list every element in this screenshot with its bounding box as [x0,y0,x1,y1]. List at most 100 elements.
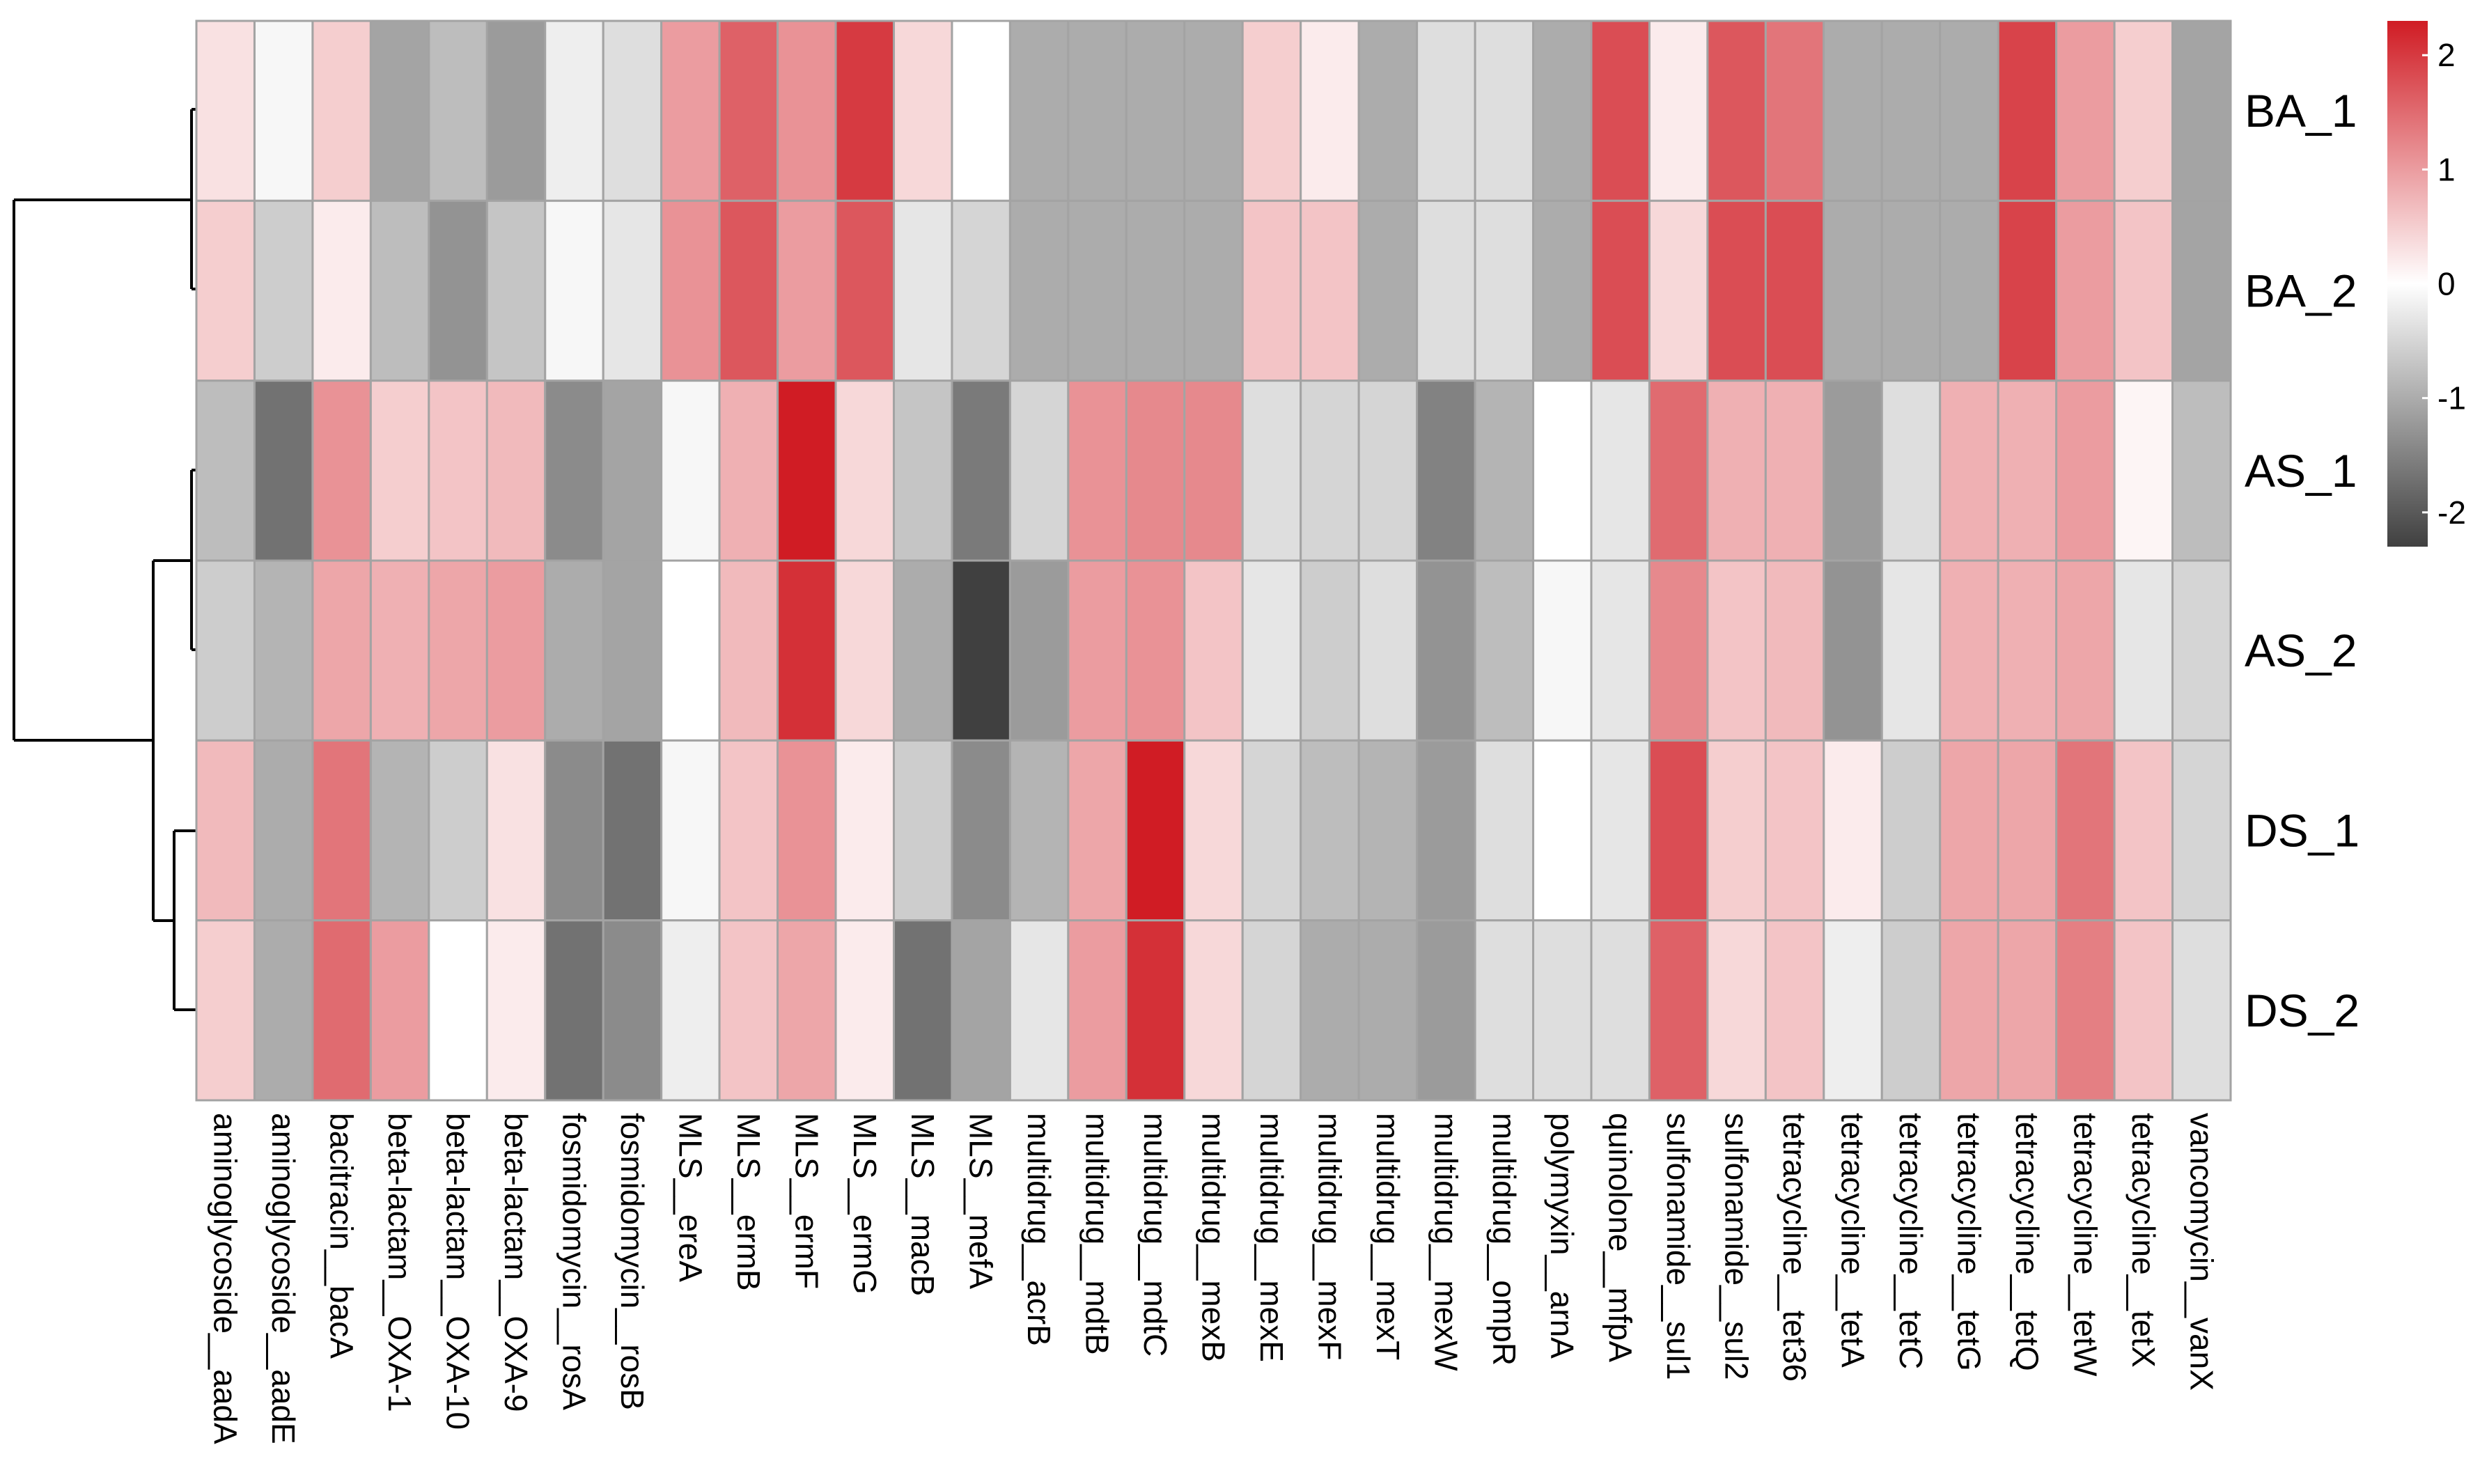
heatmap-cell [2055,739,2116,922]
heatmap-cell [1648,199,1709,382]
row-label: AS_1 [2245,445,2357,497]
heatmap-cell [1532,19,1593,202]
heatmap-cell [1357,380,1419,562]
heatmap-cell [2171,739,2232,922]
heatmap-cell [1416,919,1476,1102]
heatmap-cell [1706,919,1767,1102]
column-label: multidrug__ompR [1486,1113,1522,1366]
heatmap-cell [544,919,604,1102]
heatmap-cell [1474,199,1535,382]
heatmap-cell [428,739,488,922]
heatmap-cell [951,19,1011,202]
heatmap-cell [2171,919,2232,1102]
heatmap-cell [253,559,314,742]
heatmap-cell [1880,559,1942,742]
heatmap-cell [1067,19,1128,202]
row-label: DS_1 [2245,805,2359,857]
heatmap-cell [1706,19,1767,202]
heatmap-cell [1590,19,1651,202]
heatmap-cell [311,380,372,562]
heatmap-cell [1764,739,1825,922]
heatmap-cell [1939,380,1999,562]
heatmap-cell [544,380,604,562]
heatmap-cell [1241,380,1302,562]
heatmap-cell [777,199,837,382]
heatmap-cell [1823,919,1883,1102]
heatmap-cell [1300,380,1360,562]
heatmap-cell [1300,919,1360,1102]
heatmap-cell [1008,380,1070,562]
heatmap-cell [1823,199,1883,382]
heatmap-cell [718,559,779,742]
heatmap-cell [544,559,604,742]
heatmap-cell [1183,559,1244,742]
heatmap-cell [1067,559,1128,742]
heatmap-cell [1997,199,2058,382]
heatmap-cell [544,199,604,382]
heatmap-cell [1764,199,1825,382]
column-label: MLS__ermG [847,1113,883,1295]
heatmap-cell [2113,919,2174,1102]
heatmap-cell [2171,380,2232,562]
heatmap-cell [1008,739,1070,922]
heatmap-cell [1125,919,1186,1102]
heatmap-cell [485,199,547,382]
heatmap-cell [1474,919,1535,1102]
heatmap-cell [2113,199,2174,382]
row-dendrogram [13,108,196,1011]
heatmap-cell [834,559,895,742]
heatmap-cell [1183,199,1244,382]
column-label: bacitracin__bacA [324,1113,360,1359]
heatmap-cell [195,19,256,202]
heatmap-cell [1357,739,1419,922]
column-label: MLS__macB [905,1113,941,1296]
heatmap-cell [2055,559,2116,742]
heatmap-cell [1823,739,1883,922]
column-label: MLS__mefA [963,1113,999,1289]
heatmap-cell [1532,559,1593,742]
heatmap-cell [195,919,256,1102]
heatmap-cell [1997,739,2058,922]
heatmap-cell [1706,199,1767,382]
column-label: MLS__ermF [788,1113,825,1289]
heatmap-cell [1532,919,1593,1102]
legend-colorbar [2387,21,2428,547]
column-label: sulfonamide__sul1 [1660,1113,1696,1380]
heatmap-cell [1590,199,1651,382]
column-labels: aminoglycoside__aadA aminoglycoside__aadE… [208,1113,2220,1444]
heatmap-cell [777,19,837,202]
column-label: aminoglycoside__aadE [265,1113,302,1444]
column-label: beta-lactam__OXA-10 [440,1113,476,1430]
heatmap-cell [311,919,372,1102]
heatmap-cell [1357,19,1419,202]
heatmap-cell [428,380,488,562]
heatmap-cell [602,739,663,922]
heatmap-cell [892,199,953,382]
heatmap-cell [1648,739,1709,922]
column-label: tetracycline__tetG [1951,1113,1987,1371]
heatmap-cell [195,199,256,382]
heatmap-cell [834,739,895,922]
heatmap-cell [1648,19,1709,202]
heatmap-cell [1590,739,1651,922]
heatmap-cell [253,739,314,922]
heatmap-cell [892,919,953,1102]
heatmap-cell [369,559,430,742]
heatmap-cell [195,739,256,922]
heatmap-cell [1008,199,1070,382]
heatmap-cell [777,919,837,1102]
heatmap-cell [1532,739,1593,922]
heatmap-cell [1880,199,1942,382]
heatmap-cell [1997,919,2058,1102]
legend-tick-label: 1 [2437,151,2456,187]
heatmap-cell [1764,19,1825,202]
heatmap-cell [1183,380,1244,562]
heatmap-cell [834,380,895,562]
heatmap-cell [1416,559,1476,742]
heatmap-cell [892,739,953,922]
heatmap-cell [1008,919,1070,1102]
heatmap-cell [485,559,547,742]
heatmap-cell [660,739,721,922]
heatmap-cell [2113,559,2174,742]
heatmap-cell [1474,739,1535,922]
